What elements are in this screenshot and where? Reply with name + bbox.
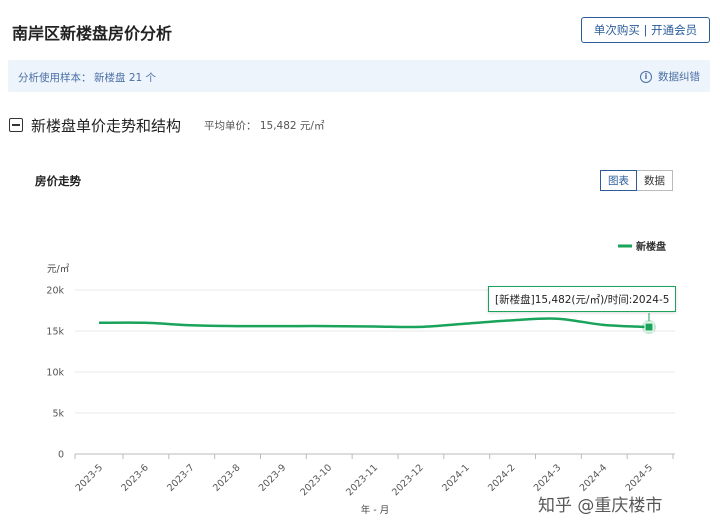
legend-label: 新楼盘 <box>636 240 666 253</box>
x-tick-label: 2024-3 <box>532 462 564 494</box>
highlighted-data-point[interactable] <box>644 322 654 332</box>
data-correction-label: 数据纠错 <box>658 71 700 83</box>
collapse-icon[interactable] <box>9 118 23 132</box>
x-tick-label: 2023-9 <box>257 462 289 494</box>
purchase-membership-button[interactable]: 单次购买 | 开通会员 <box>581 17 710 43</box>
sample-count: 新楼盘 21 个 <box>94 72 157 84</box>
y-tick-label: 15k <box>46 327 64 338</box>
info-icon: i <box>640 70 652 83</box>
x-tick-label: 2023-10 <box>298 462 334 498</box>
sample-label: 分析使用样本： <box>18 72 92 84</box>
x-tick-label: 2024-1 <box>440 462 472 494</box>
x-tick-label: 2023-6 <box>119 462 151 494</box>
y-tick-label: 0 <box>58 450 64 461</box>
tab-chart[interactable]: 图表 <box>600 170 637 191</box>
tab-data[interactable]: 数据 <box>637 170 673 191</box>
y-axis-title: 元/㎡ <box>47 264 70 275</box>
y-tick-label: 20k <box>46 286 64 297</box>
section-title: 新楼盘单价走势和结构 <box>31 117 182 135</box>
y-tick-label: 10k <box>46 368 64 379</box>
x-tick-label: 2023-8 <box>211 462 243 494</box>
x-tick-label: 2024-2 <box>486 462 518 494</box>
page-title: 南岸区新楼盘房价分析 <box>12 24 173 43</box>
chart-title: 房价走势 <box>35 174 81 188</box>
x-tick-label: 2023-12 <box>390 462 426 498</box>
chart-card <box>18 152 702 530</box>
tooltip: [新楼盘]15,482(元/㎡)/时间:2024-5 <box>488 286 677 312</box>
x-tick-label: 2023-11 <box>344 462 380 498</box>
x-tick-label: 2024-5 <box>624 462 656 494</box>
average-price: 平均单价： 15,482 元/㎡ <box>204 120 325 132</box>
x-tick-label: 2023-5 <box>74 462 106 494</box>
watermark: 知乎 @重庆楼市 <box>538 496 663 516</box>
x-axis-title: 年 - 月 <box>361 504 389 516</box>
y-tick-label: 5k <box>52 409 64 420</box>
sample-info-bar: 分析使用样本： 新楼盘 21 个 i 数据纠错 <box>8 60 710 92</box>
series-line-新楼盘 <box>98 317 650 329</box>
view-toggle: 图表 数据 <box>600 170 673 191</box>
x-tick-label: 2023-7 <box>165 462 197 494</box>
data-correction-link[interactable]: i 数据纠错 <box>640 69 700 84</box>
x-tick-label: 2024-4 <box>578 462 610 494</box>
